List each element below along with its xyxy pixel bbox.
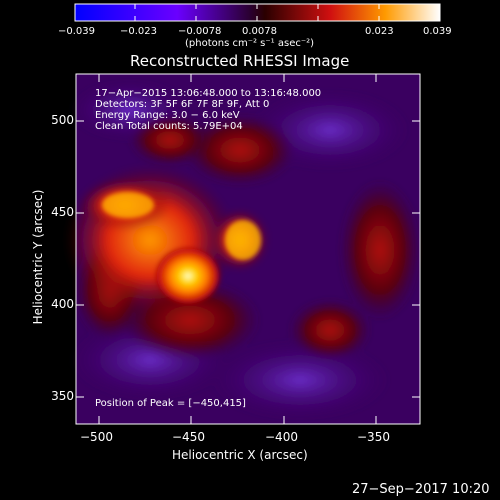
y-axis-label: Heliocentric Y (arcsec) (31, 189, 45, 325)
info-line: Energy Range: 3.0 − 6.0 keV (95, 110, 240, 121)
info-line: 17−Apr−2015 13:06:48.000 to 13:16:48.000 (95, 88, 322, 99)
x-tick-label: −400 (265, 430, 298, 444)
y-tick-label: 500 (51, 113, 74, 127)
colorbar-unit-label: (photons cm⁻² s⁻¹ asec⁻²) (185, 38, 315, 49)
rhessi-image (65, 74, 420, 424)
y-tick-label: 450 (51, 205, 74, 219)
colorbar-tick-label: 0.0078 (242, 26, 277, 37)
colorbar-tick-label: 0.023 (365, 26, 394, 37)
y-tick-label: 400 (51, 297, 74, 311)
colorbar-ticks (134, 4, 380, 21)
colorbar-tick-label: −0.0078 (178, 26, 222, 37)
peak-position-label: Position of Peak = [−450,415] (95, 398, 246, 409)
x-axis-label: Heliocentric X (arcsec) (172, 448, 308, 462)
x-tick-label: −450 (172, 430, 205, 444)
plot-frame (75, 73, 421, 425)
image-title: Reconstructed RHESSI Image (130, 52, 350, 70)
axis-ticks (76, 74, 420, 424)
footer-date: 27−Sep−2017 10:20 (352, 482, 490, 497)
info-line: Clean Total counts: 5.79E+04 (95, 121, 243, 132)
colorbar-tick-label: −0.023 (120, 26, 158, 37)
info-line: Detectors: 3F 5F 6F 7F 8F 9F, Att 0 (95, 99, 270, 110)
colorbar-tick-label: 0.039 (423, 26, 452, 37)
colorbar-tick-label: −0.039 (58, 26, 96, 37)
y-tick-label: 350 (51, 389, 74, 403)
x-tick-label: −500 (80, 430, 113, 444)
x-tick-label: −350 (357, 430, 390, 444)
